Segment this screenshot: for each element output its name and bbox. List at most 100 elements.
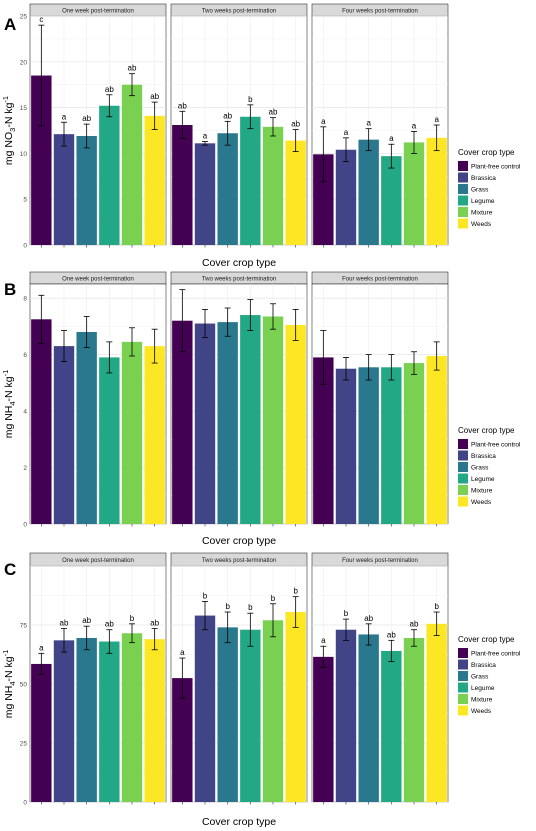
legend-swatch	[458, 682, 468, 693]
bar	[53, 346, 75, 524]
significance-letter: a	[412, 121, 417, 130]
bar	[121, 341, 143, 524]
bar	[426, 356, 447, 524]
significance-letter: b	[248, 95, 253, 104]
bar	[262, 620, 284, 802]
plot-area	[170, 283, 308, 525]
bar	[53, 640, 75, 802]
facet-title: Two weeks post-termination	[202, 8, 276, 14]
legend-swatch	[458, 218, 468, 229]
legend-swatch	[458, 195, 468, 206]
bar	[172, 125, 193, 245]
significance-letter: a	[62, 112, 67, 121]
significance-letter: a	[434, 115, 439, 124]
legend-label: Plant-free control	[471, 651, 521, 658]
plot-area	[29, 283, 167, 525]
legend-swatch	[458, 694, 468, 704]
legend-label: Brassica	[471, 453, 496, 460]
legend-label: Weeds	[471, 221, 492, 228]
bar	[240, 315, 261, 524]
y-tick-label: 10	[20, 151, 28, 158]
legend-label: Mixture	[471, 697, 493, 704]
y-tick-label: 2	[23, 465, 27, 472]
bar	[358, 634, 379, 802]
legend-swatch	[458, 485, 468, 495]
facet-1: One week post-termination	[29, 271, 167, 527]
legend-label: Plant-free control	[471, 164, 521, 171]
significance-letter: ab	[150, 92, 159, 101]
y-tick-label: 25	[20, 741, 28, 748]
y-tick-label: 20	[20, 59, 28, 66]
bar	[358, 139, 379, 245]
legend-title: Cover crop type	[458, 148, 515, 157]
bar	[381, 156, 402, 245]
legend-label: Legume	[471, 476, 495, 483]
legend-swatch	[458, 207, 468, 217]
significance-letter: a	[180, 648, 185, 657]
plot-area	[311, 283, 449, 525]
y-tick-label: 50	[20, 682, 28, 689]
legend-label: Legume	[471, 198, 495, 205]
bar	[313, 656, 334, 802]
legend-swatch	[458, 462, 468, 472]
bar	[381, 650, 402, 802]
bar	[121, 633, 143, 802]
y-tick-label: 5	[23, 197, 27, 204]
bar	[172, 678, 193, 802]
bar	[144, 115, 165, 246]
significance-letter: b	[130, 614, 135, 623]
facet-3: Four weeks post-termination a a a a a a	[311, 3, 449, 248]
significance-letter: ab	[410, 620, 419, 629]
legend: Cover crop type Plant-free control Brassic…	[458, 635, 521, 716]
bar	[53, 134, 75, 245]
legend-swatch	[458, 473, 468, 484]
legend-label: Grass	[471, 674, 489, 681]
bar	[194, 323, 216, 524]
bar	[144, 346, 165, 524]
facet-2: Two weeks post-termination a b b b b b	[170, 552, 308, 805]
x-axis-label: Cover crop type	[202, 535, 276, 547]
panel-letter: A	[4, 15, 16, 34]
significance-letter: ab	[105, 620, 114, 629]
significance-letter: ab	[82, 114, 91, 123]
bar	[285, 324, 306, 524]
significance-letter: ab	[60, 619, 69, 628]
facet-title: Two weeks post-termination	[202, 276, 276, 282]
bar	[285, 612, 306, 802]
bar	[99, 105, 120, 245]
bar	[313, 154, 334, 245]
legend-title: Cover crop type	[458, 426, 515, 435]
bar	[403, 142, 425, 245]
significance-letter: a	[321, 117, 326, 126]
facet-3: Four weeks post-termination	[311, 271, 449, 527]
significance-letter: ab	[150, 619, 159, 628]
bar	[217, 133, 238, 245]
legend-title: Cover crop type	[458, 635, 515, 644]
facet-title: Two weeks post-termination	[202, 558, 276, 564]
facet-title: One week post-termination	[62, 276, 134, 282]
legend-swatch	[458, 671, 468, 681]
y-tick-label: 4	[23, 409, 27, 416]
legend: Cover crop type Plant-free control Brassic…	[458, 148, 521, 229]
bar	[76, 135, 97, 245]
significance-letter: a	[344, 128, 349, 137]
y-tick-label: 0	[23, 243, 27, 250]
bar	[381, 367, 402, 524]
bar	[335, 629, 357, 802]
legend-label: Mixture	[471, 210, 493, 217]
facet-2: Two weeks post-termination ab a ab b ab ab	[170, 3, 308, 248]
bar	[31, 319, 52, 524]
bar	[335, 149, 357, 245]
bar	[403, 363, 425, 524]
y-tick-label: 8	[23, 296, 27, 303]
legend-label: Plant-free control	[471, 442, 521, 449]
bar	[144, 639, 165, 802]
facet-1: One week post-termination a ab ab ab b ab	[29, 552, 167, 805]
facet-title: One week post-termination	[62, 8, 134, 14]
significance-letter: b	[225, 602, 230, 611]
facet-title: Four weeks post-termination	[342, 8, 418, 14]
significance-letter: ab	[82, 616, 91, 625]
y-tick-label: 0	[23, 800, 27, 807]
